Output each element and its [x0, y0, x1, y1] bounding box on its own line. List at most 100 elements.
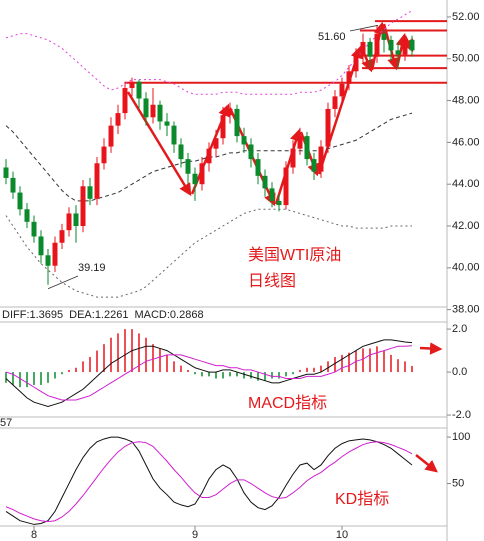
candle-body	[402, 39, 408, 55]
candle-body	[73, 213, 79, 227]
candle-body	[276, 200, 282, 206]
candle-body	[24, 209, 30, 222]
candle-body	[332, 96, 338, 109]
candle-body	[108, 125, 114, 147]
chart-note: 日线图	[248, 272, 296, 290]
kd-line	[5, 441, 413, 523]
panel-borders	[0, 0, 448, 541]
candle-body	[360, 42, 366, 55]
candle-body	[346, 71, 352, 84]
y-tick-label: -2.0	[452, 409, 471, 421]
indicator-header: MACD:0.2868	[134, 309, 203, 321]
indicator-header: DEA:1.2261	[69, 309, 128, 321]
candle-body	[234, 108, 240, 137]
chart-note: KD指标	[335, 490, 389, 508]
y-tick-label: 48.00	[452, 94, 480, 106]
indicator-header: DIFF:1.3695	[2, 309, 63, 321]
candle-body	[171, 125, 177, 145]
candle-body	[220, 115, 226, 139]
candle-body	[241, 136, 247, 145]
candle-body	[178, 144, 184, 160]
y-tick-label: 52.00	[452, 11, 480, 23]
candle-body	[115, 113, 121, 126]
y-tick-label: 50	[452, 477, 464, 489]
x-tick-label: 8	[31, 529, 37, 541]
candle-body	[31, 221, 37, 237]
arrow	[126, 91, 192, 197]
arrow	[415, 454, 438, 473]
candle-body	[80, 186, 86, 227]
candle-body	[38, 236, 44, 256]
y-tick-label: 0.0	[452, 366, 467, 378]
candle-body	[388, 39, 394, 51]
candle-body	[87, 186, 93, 199]
candle-body	[206, 148, 212, 164]
candle-body	[283, 167, 289, 206]
candle-body	[157, 104, 163, 122]
y-tick-label: 46.00	[452, 136, 480, 148]
indicator-header: 57	[0, 417, 12, 429]
y-tick-label: 44.00	[452, 178, 480, 190]
annotation-label: 51.60	[318, 31, 346, 43]
candle-body	[353, 54, 359, 72]
candle-body	[311, 159, 317, 172]
candle-body	[129, 81, 135, 89]
candle-body	[297, 136, 303, 149]
candle-body	[10, 177, 16, 193]
y-tick-label: 50.00	[452, 53, 480, 65]
x-tick-label: 9	[192, 529, 198, 541]
macd-line	[5, 345, 413, 401]
arrow	[419, 342, 443, 355]
candle-body	[150, 104, 156, 118]
candle-body	[374, 33, 380, 57]
candle-body	[94, 163, 100, 199]
candle-body	[52, 242, 58, 266]
candle-body	[192, 173, 198, 185]
candle-body	[213, 138, 219, 149]
arrow	[317, 45, 363, 175]
candle-body	[409, 39, 415, 51]
y-tick-label: 40.00	[452, 262, 480, 274]
y-tick-label: 2.0	[452, 323, 467, 335]
candle-body	[290, 148, 296, 168]
annotation-label: 39.19	[78, 262, 106, 274]
candle-body	[248, 144, 254, 160]
candle-body	[395, 50, 401, 55]
candle-body	[304, 136, 310, 160]
y-tick-label: 42.00	[452, 220, 480, 232]
candle-body	[122, 88, 128, 114]
annotation-leader	[349, 24, 379, 32]
candle-body	[143, 98, 149, 118]
annotation-leader	[47, 275, 79, 290]
chart-note: 美国WTI原油	[248, 246, 341, 264]
candle-body	[339, 83, 345, 97]
y-tick-label: 38.00	[452, 304, 480, 316]
candle-body	[66, 213, 72, 231]
chart-note: MACD指标	[248, 394, 327, 412]
band-line	[5, 10, 413, 95]
y-tick-label: 100	[452, 431, 470, 443]
candle-body	[17, 192, 23, 210]
candle-body	[45, 255, 51, 266]
candle-body	[269, 188, 275, 201]
candle-body	[318, 146, 324, 172]
x-tick-label: 10	[336, 529, 348, 541]
candle-body	[101, 146, 107, 164]
band-line	[5, 208, 412, 298]
candle-body	[381, 33, 387, 40]
candle-body	[59, 230, 65, 243]
macd-line	[5, 339, 413, 407]
candle-body	[262, 175, 268, 189]
kd-line	[5, 436, 413, 525]
candle-body	[185, 159, 191, 174]
candle-body	[255, 159, 261, 176]
candle-body	[199, 163, 205, 185]
candle-body	[227, 108, 233, 116]
candle-body	[367, 42, 373, 57]
candle-body	[164, 121, 170, 126]
candle-body	[3, 167, 9, 178]
candle-body	[325, 108, 331, 147]
